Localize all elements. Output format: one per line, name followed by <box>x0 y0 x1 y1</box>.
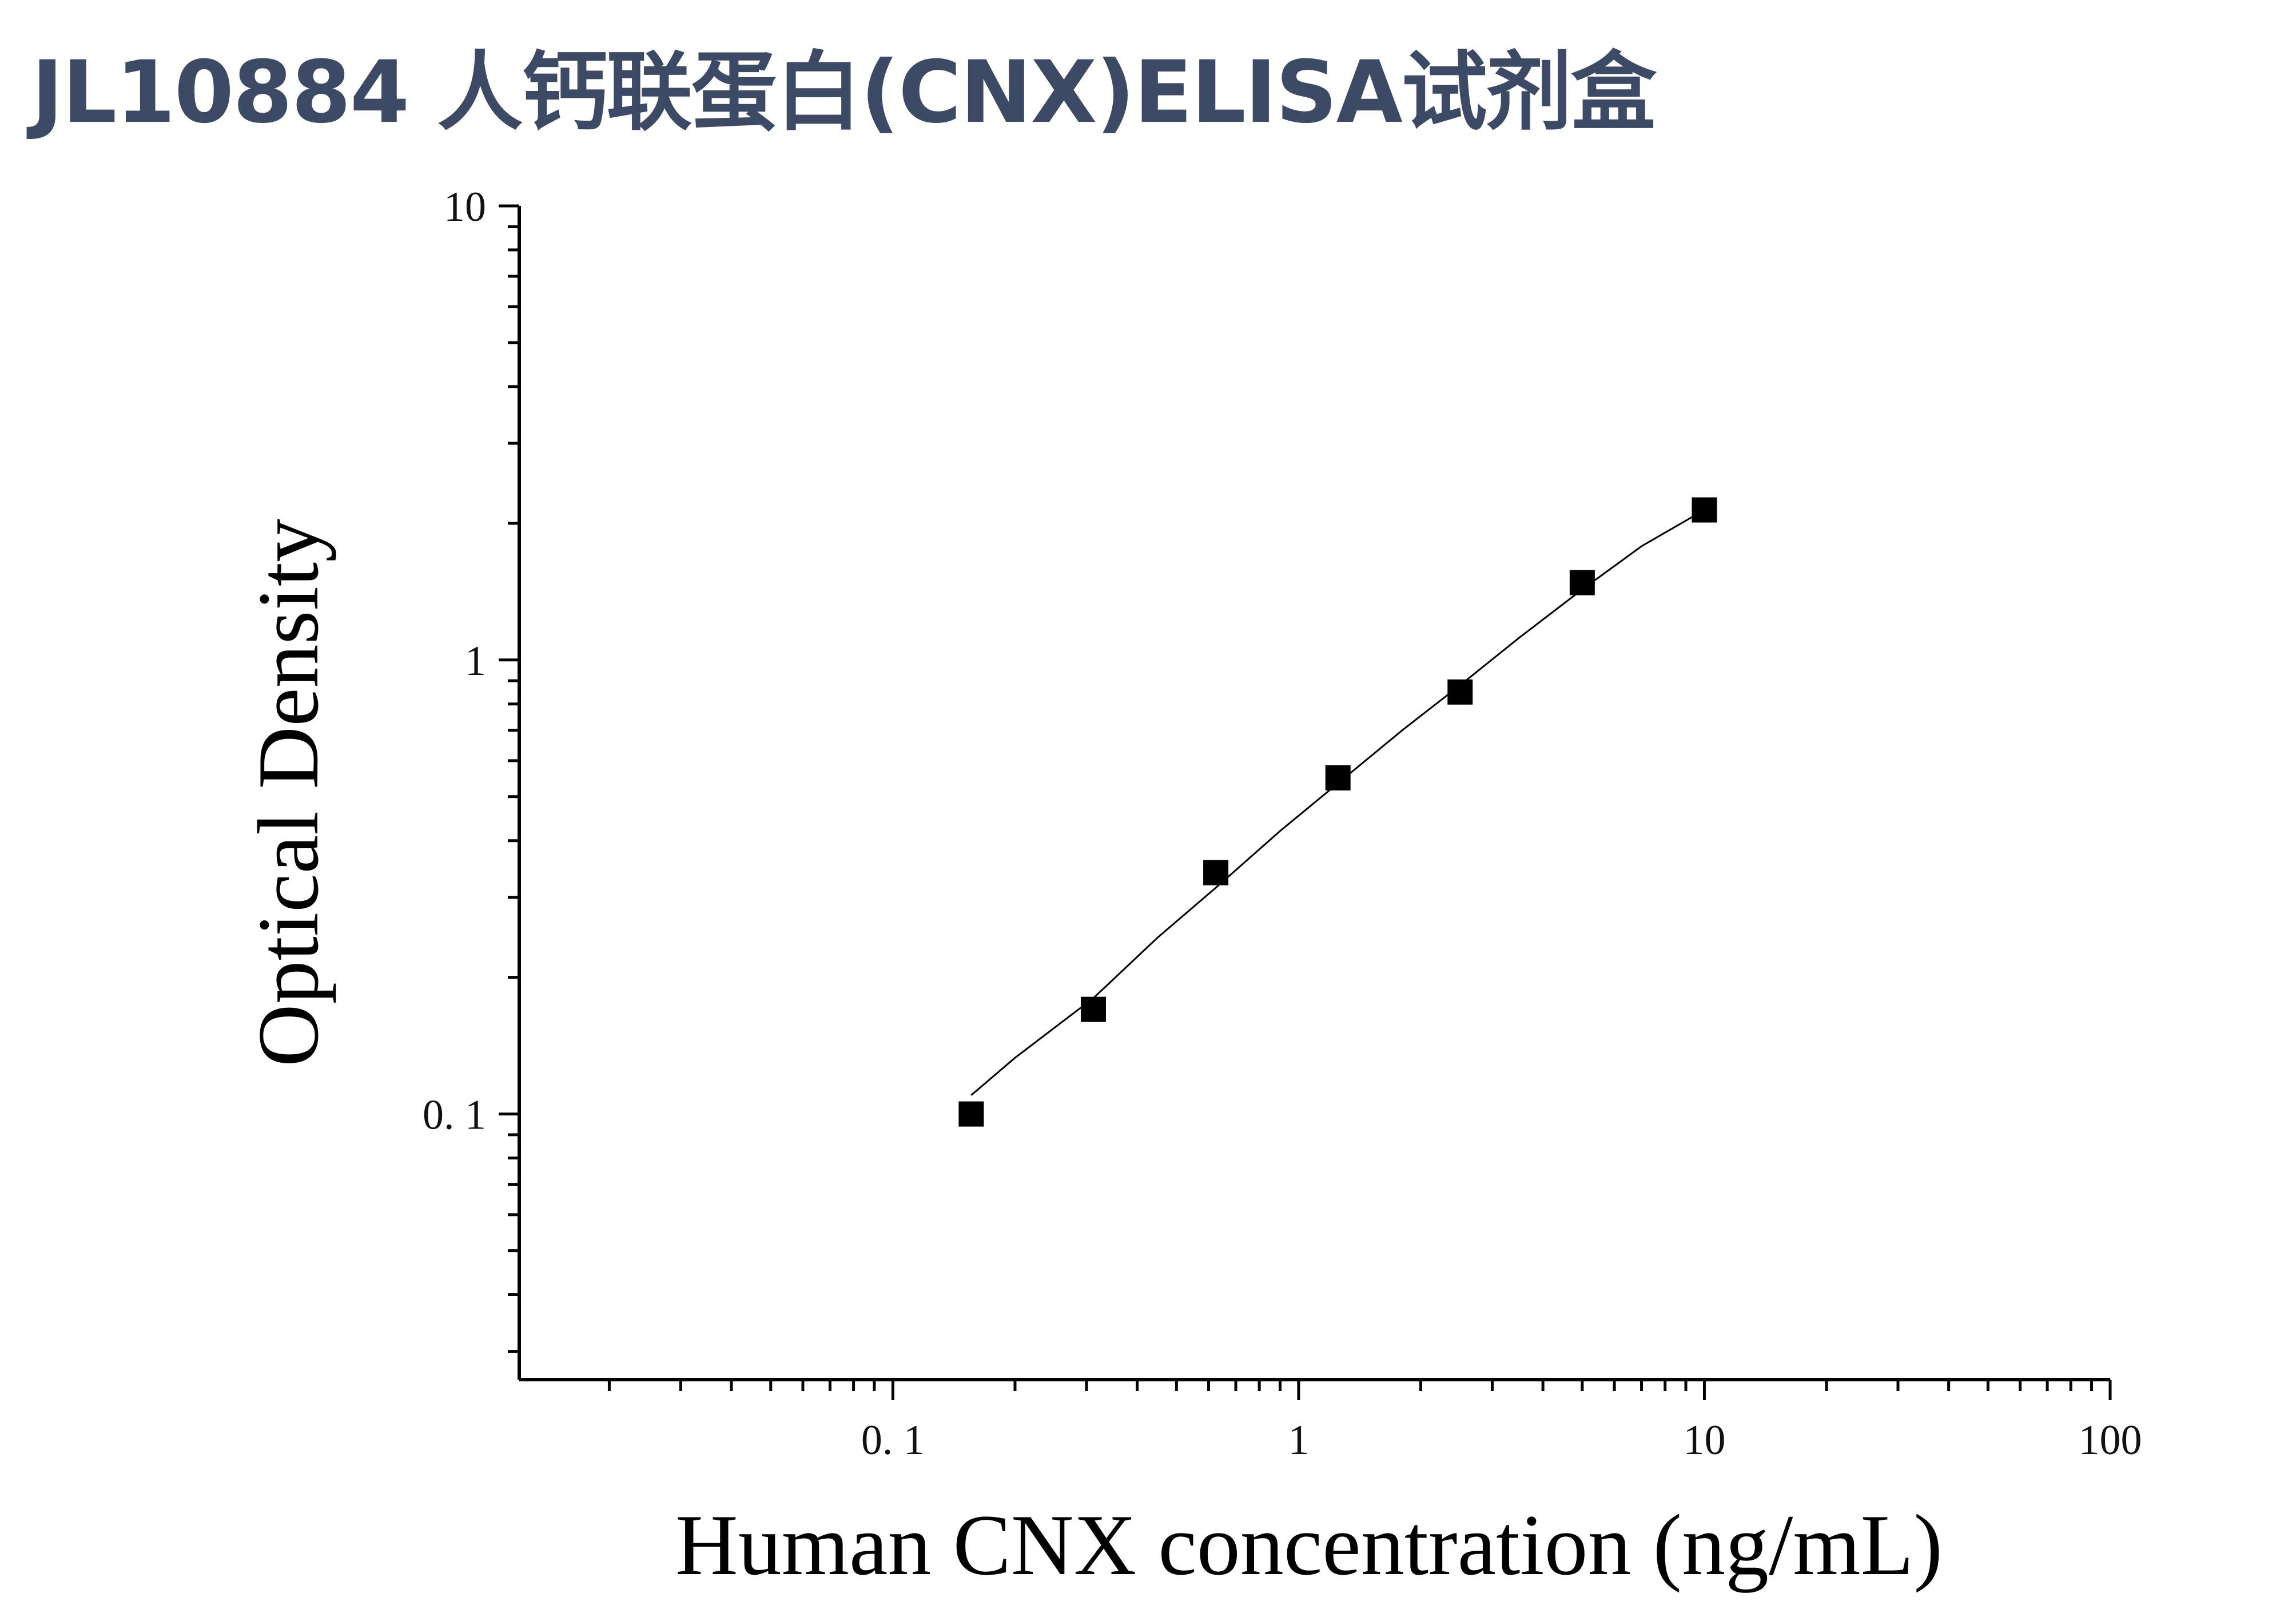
x-axis-label: Human CNX concentration (ng/mL) <box>675 1497 1943 1593</box>
data-point <box>1203 860 1229 885</box>
chart-title: JL10884 人钙联蛋白(CNX)ELISA试剂盒 <box>31 43 1657 142</box>
data-point <box>1080 996 1106 1022</box>
y-tick-label: 1 <box>465 638 486 685</box>
axes <box>499 204 2112 1400</box>
data-point <box>1692 497 1717 523</box>
data-points-layer <box>958 497 1717 1127</box>
x-tick-label: 0. 1 <box>861 1417 925 1464</box>
y-axis-label: Optical Density <box>240 519 336 1067</box>
data-point <box>1447 679 1473 705</box>
data-point <box>958 1101 984 1127</box>
x-tick-label: 1 <box>1288 1417 1309 1464</box>
x-tick-label: 100 <box>2079 1417 2142 1464</box>
data-point <box>1569 570 1595 595</box>
axis-labels: 0. 1 1 10 100 0. 1 1 10 Human CNX concentration… <box>240 184 2142 1593</box>
x-tick-label: 10 <box>1683 1417 1725 1464</box>
data-point <box>1325 765 1351 790</box>
y-tick-label: 10 <box>444 184 486 231</box>
y-tick-label: 0. 1 <box>423 1092 486 1139</box>
